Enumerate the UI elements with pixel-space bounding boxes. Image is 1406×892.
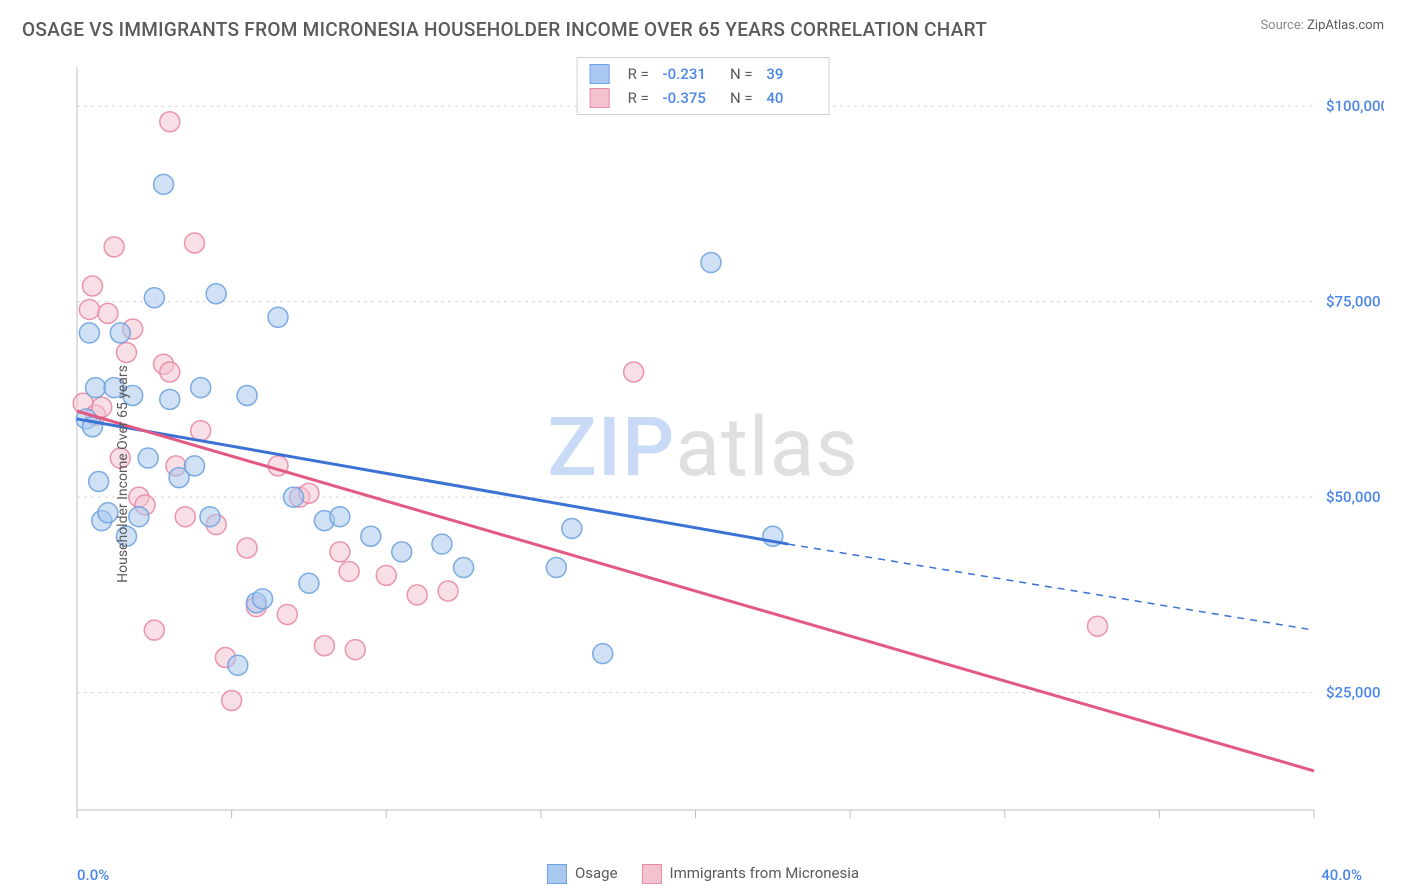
data-point [160, 362, 180, 382]
legend-r-value: -0.231 [663, 62, 713, 86]
data-point [129, 507, 149, 527]
series-legend-item: Immigrants from Micronesia [642, 864, 860, 884]
regression-line-extrapolated [788, 544, 1314, 630]
data-point [1088, 616, 1108, 636]
source-attribution: Source: ZipAtlas.com [1260, 18, 1384, 33]
data-point [82, 276, 102, 296]
y-axis-label: Householder Income Over 65 years [115, 365, 131, 583]
data-point [345, 640, 365, 660]
x-axis-end-label: 40.0% [1321, 866, 1362, 884]
legend-r-value: -0.375 [663, 86, 713, 110]
data-point [268, 307, 288, 327]
source-label: Source: [1260, 18, 1303, 33]
data-point [200, 507, 220, 527]
data-point [392, 542, 412, 562]
data-point [144, 620, 164, 640]
data-point [330, 542, 350, 562]
legend-swatch [590, 64, 610, 84]
data-point [454, 558, 474, 578]
data-point [86, 378, 106, 398]
data-point [206, 284, 226, 304]
series-legend: Osage Immigrants from Micronesia [547, 864, 859, 884]
data-point [185, 456, 205, 476]
data-point [407, 585, 427, 605]
data-point [237, 385, 257, 405]
legend-swatch [590, 88, 610, 108]
data-point [191, 421, 211, 441]
data-point [432, 534, 452, 554]
data-point [79, 299, 99, 319]
data-point [624, 362, 644, 382]
legend-r-label: R = [628, 62, 653, 86]
source-link[interactable]: ZipAtlas.com [1307, 18, 1384, 33]
data-point [228, 655, 248, 675]
series-legend-label: Immigrants from Micronesia [670, 864, 860, 882]
legend-n-label: N = [723, 86, 757, 110]
legend-swatch [642, 864, 662, 884]
data-point [299, 573, 319, 593]
correlation-legend: R = -0.231 N = 39R = -0.375 N = 40 [577, 57, 830, 115]
correlation-legend-row: R = -0.375 N = 40 [590, 86, 817, 110]
data-point [89, 472, 109, 492]
data-point [237, 538, 257, 558]
data-point [593, 644, 613, 664]
legend-swatch [547, 864, 567, 884]
data-point [314, 636, 334, 656]
data-point [222, 691, 242, 711]
data-point [701, 253, 721, 273]
data-point [154, 174, 174, 194]
series-legend-label: Osage [575, 864, 618, 882]
data-point [546, 558, 566, 578]
data-point [175, 507, 195, 527]
data-point [438, 581, 458, 601]
legend-n-label: N = [723, 62, 757, 86]
correlation-legend-row: R = -0.231 N = 39 [590, 62, 817, 86]
data-point [110, 323, 130, 343]
legend-n-value: 40 [766, 86, 816, 110]
data-point [144, 288, 164, 308]
data-point [376, 565, 396, 585]
data-point [79, 323, 99, 343]
data-point [160, 389, 180, 409]
y-tick-label: $50,000 [1326, 488, 1381, 506]
data-point [277, 604, 297, 624]
data-point [185, 233, 205, 253]
data-point [361, 526, 381, 546]
y-tick-label: $100,000 [1326, 97, 1384, 115]
scatter-chart: $25,000 $50,000 $75,000 $100,000 [22, 55, 1384, 855]
series-legend-item: Osage [547, 864, 618, 884]
legend-n-value: 39 [766, 62, 816, 86]
data-point [98, 303, 118, 323]
data-point [104, 237, 124, 257]
y-tick-label: $25,000 [1326, 684, 1381, 702]
y-tick-label: $75,000 [1326, 293, 1381, 311]
data-point [283, 487, 303, 507]
data-point [253, 589, 273, 609]
data-point [191, 378, 211, 398]
x-axis-start-label: 0.0% [77, 866, 109, 884]
data-point [562, 518, 582, 538]
legend-r-label: R = [628, 86, 653, 110]
data-point [116, 342, 136, 362]
data-point [160, 112, 180, 132]
data-point [330, 507, 350, 527]
page-title: OSAGE VS IMMIGRANTS FROM MICRONESIA HOUS… [22, 18, 987, 41]
data-point [138, 448, 158, 468]
chart-container: Householder Income Over 65 years $25,000… [22, 55, 1384, 892]
data-point [339, 561, 359, 581]
